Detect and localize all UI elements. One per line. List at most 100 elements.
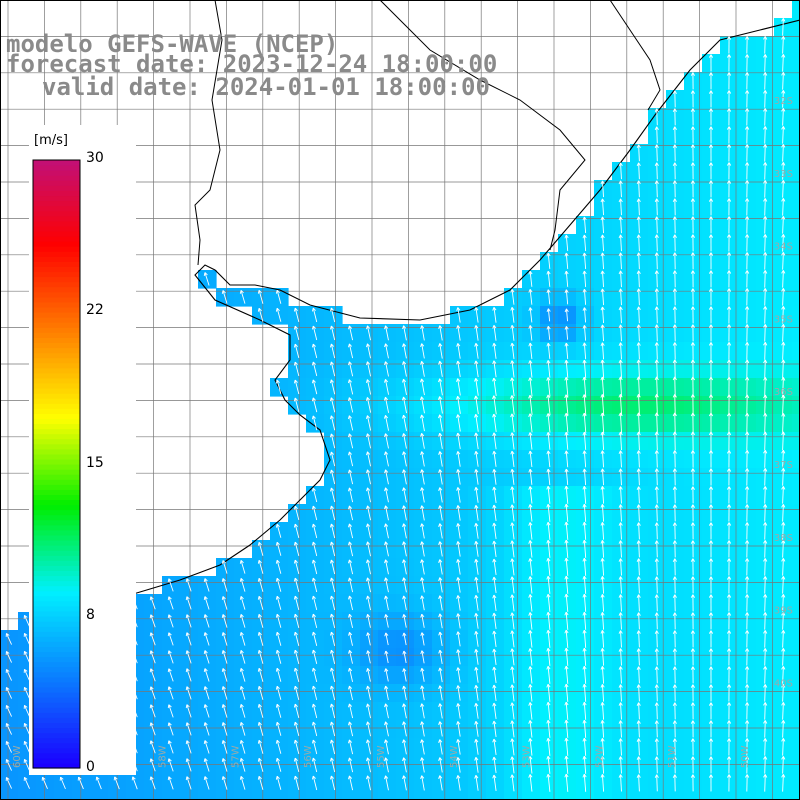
wind-arrow xyxy=(582,394,587,416)
wind-arrow xyxy=(384,451,389,467)
wind-arrow xyxy=(618,558,623,576)
wind-arrow xyxy=(185,578,192,592)
wind-arrow xyxy=(781,324,786,342)
wind-arrow xyxy=(221,560,228,574)
wind-arrow xyxy=(636,270,641,288)
colorbar-tick-15: 15 xyxy=(86,455,104,471)
wind-arrow xyxy=(672,324,677,342)
field-cell xyxy=(558,792,577,800)
wind-arrow xyxy=(745,504,750,522)
wind-arrow xyxy=(690,594,696,612)
wind-arrow xyxy=(672,431,677,451)
wind-arrow xyxy=(672,306,677,324)
wind-arrow xyxy=(347,379,354,395)
wind-arrow xyxy=(293,361,300,377)
wind-arrow xyxy=(347,433,354,449)
wind-arrow xyxy=(456,325,461,341)
wind-arrow xyxy=(564,289,569,305)
wind-arrow xyxy=(348,595,354,611)
wind-arrow xyxy=(546,485,551,504)
wind-arrow xyxy=(672,450,677,468)
field-cell xyxy=(684,792,703,800)
wind-arrow xyxy=(366,577,371,593)
wind-arrow xyxy=(582,270,587,288)
wind-arrow xyxy=(654,576,659,594)
wind-arrow xyxy=(636,376,641,398)
wind-arrow xyxy=(546,593,551,612)
wind-arrow xyxy=(618,359,623,379)
wind-arrow xyxy=(384,361,389,377)
colorbar-segment xyxy=(33,560,80,566)
wind-arrow xyxy=(528,307,533,323)
wind-arrow xyxy=(564,593,569,612)
wind-arrow xyxy=(763,594,768,612)
wind-arrow xyxy=(781,18,786,36)
wind-arrow xyxy=(708,342,714,360)
wind-arrow xyxy=(781,306,786,324)
wind-arrow xyxy=(708,234,714,252)
wind-arrow xyxy=(708,522,714,540)
wind-arrow xyxy=(726,252,732,270)
wind-arrow xyxy=(600,468,605,486)
field-cell xyxy=(792,180,800,199)
wind-arrow xyxy=(221,596,228,610)
wind-arrow xyxy=(329,379,336,395)
wind-arrow xyxy=(492,594,497,612)
wind-arrow xyxy=(636,412,641,434)
wind-arrow xyxy=(582,503,587,522)
wind-arrow xyxy=(582,376,587,397)
lat-label: 33S xyxy=(774,169,793,180)
wind-arrow xyxy=(365,415,372,431)
wind-arrow xyxy=(293,379,300,395)
wind-arrow xyxy=(546,325,551,340)
wind-arrow xyxy=(564,521,569,540)
wind-arrow xyxy=(726,216,732,234)
wind-arrow xyxy=(401,414,407,431)
wind-arrow xyxy=(528,377,533,397)
wind-arrow xyxy=(745,144,750,162)
wind-arrow xyxy=(690,468,696,486)
field-cell xyxy=(630,792,649,800)
wind-arrow xyxy=(654,288,659,306)
wind-arrow xyxy=(781,180,786,198)
wind-arrow xyxy=(420,559,425,575)
wind-arrow xyxy=(618,252,623,270)
wind-arrow xyxy=(347,415,354,431)
wind-arrow xyxy=(745,288,750,306)
wind-arrow xyxy=(600,522,605,540)
colorbar-segment xyxy=(33,555,80,561)
wind-arrow xyxy=(636,288,641,306)
wind-arrow xyxy=(781,431,786,451)
field-cell xyxy=(792,684,800,703)
wind-arrow xyxy=(672,376,677,398)
colorbar-segment xyxy=(33,742,80,749)
wind-arrow xyxy=(763,36,768,54)
colorbar-segment xyxy=(33,626,80,632)
wind-arrow xyxy=(438,469,443,485)
wind-arrow xyxy=(546,468,551,485)
wind-arrow xyxy=(781,468,786,486)
wind-arrow xyxy=(636,394,641,416)
wind-arrow xyxy=(492,558,497,576)
wind-arrow xyxy=(456,487,461,503)
wind-arrow xyxy=(546,521,551,540)
wind-arrow xyxy=(745,216,750,234)
colorbar-segment xyxy=(33,702,80,708)
wind-arrow xyxy=(636,558,641,576)
field-cell xyxy=(18,792,37,800)
wind-arrow xyxy=(384,469,389,485)
wind-arrow xyxy=(348,469,354,485)
wind-arrow xyxy=(600,270,605,288)
wind-arrow xyxy=(257,289,264,304)
wind-arrow xyxy=(546,289,551,305)
wind-arrow xyxy=(654,431,659,451)
wind-arrow xyxy=(618,288,623,306)
wind-arrow xyxy=(618,394,623,416)
wind-arrow xyxy=(726,234,732,252)
wind-arrow xyxy=(384,487,389,503)
colorbar-segment xyxy=(33,656,80,663)
wind-arrow xyxy=(402,595,407,611)
wind-arrow xyxy=(763,394,768,416)
wind-arrow xyxy=(347,343,354,359)
wind-arrow xyxy=(203,272,210,286)
